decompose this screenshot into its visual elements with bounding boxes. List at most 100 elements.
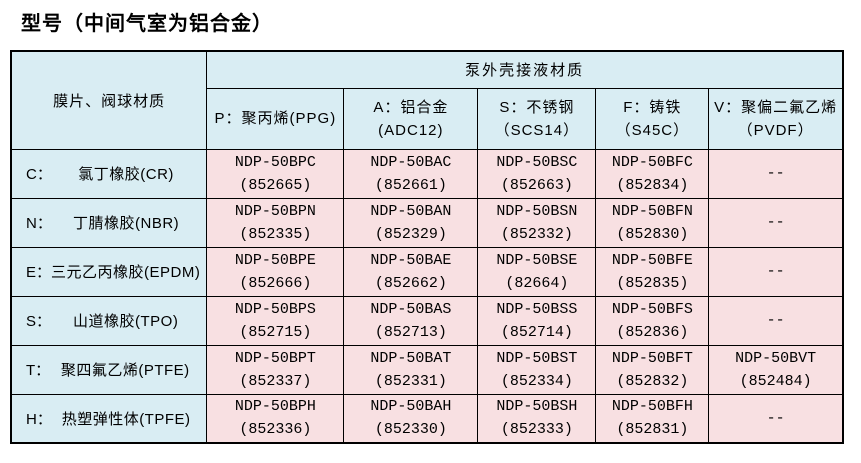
table-row-epdm: E： 三元乙丙橡胶(EPDM) NDP-50BPE (852666) NDP-5…	[10, 246, 844, 297]
model-number: NDP-50BSE	[496, 251, 578, 269]
part-code: (852662)	[374, 274, 447, 292]
part-code: (852665)	[239, 176, 312, 194]
model-cell: NDP-50BFT (852832)	[595, 344, 710, 395]
part-code: (852666)	[239, 274, 312, 292]
model-cell: NDP-50BPE (852666)	[206, 246, 345, 297]
model-cell-empty: --	[708, 197, 844, 248]
row-name: 丁腈橡胶(NBR)	[73, 215, 180, 232]
column-header-line2: （S45C）	[615, 121, 690, 139]
row-label-epdm: E： 三元乙丙橡胶(EPDM)	[10, 246, 208, 297]
part-code: (852336)	[239, 421, 312, 439]
column-header-line1: F：铸铁	[623, 98, 682, 116]
model-cell-empty: --	[708, 295, 844, 346]
column-header-line1: V：聚偏二氟乙烯	[714, 98, 838, 116]
row-code: H：	[26, 410, 52, 428]
row-code: C：	[26, 166, 52, 183]
model-number: NDP-50BSC	[496, 153, 578, 171]
empty-marker: --	[766, 263, 785, 280]
model-spec-table: 膜片、阀球材质 泵外壳接液材质 P：聚丙烯(PPG) A：铝合金 (ADC12)…	[10, 50, 844, 444]
part-code: (852663)	[500, 176, 573, 194]
row-code: E：	[26, 264, 52, 281]
model-number: NDP-50BPN	[234, 202, 316, 220]
corner-header-label: 膜片、阀球材质	[53, 92, 166, 110]
model-cell: NDP-50BPT (852337)	[206, 344, 345, 395]
model-number: NDP-50BST	[496, 349, 578, 367]
model-cell: NDP-50BPS (852715)	[206, 295, 345, 346]
model-number: NDP-50BAT	[370, 349, 452, 367]
part-code: (852835)	[616, 274, 689, 292]
model-number: NDP-50BAE	[370, 251, 452, 269]
model-cell-empty: --	[708, 246, 844, 297]
table-row-tpo: S： 山道橡胶(TPO) NDP-50BPS (852715) NDP-50BA…	[10, 295, 844, 346]
span-header-cell: 泵外壳接液材质	[206, 50, 844, 89]
model-cell: NDP-50BPH (852336)	[206, 393, 345, 444]
model-cell: NDP-50BST (852334)	[477, 344, 597, 395]
part-code: (852661)	[374, 176, 447, 194]
part-code: (852337)	[239, 372, 312, 390]
table-row-ptfe: T： 聚四氟乙烯(PTFE) NDP-50BPT (852337) NDP-50…	[10, 344, 844, 395]
model-cell: NDP-50BAT (852331)	[343, 344, 479, 395]
table-row-cr: C： 氯丁橡胶(CR) NDP-50BPC (852665) NDP-50BAC…	[10, 148, 844, 199]
page-title: 型号（中间气室为铝合金）	[21, 13, 273, 35]
part-code: (852836)	[616, 323, 689, 341]
part-code: (852715)	[239, 323, 312, 341]
row-label-tpo: S： 山道橡胶(TPO)	[10, 295, 208, 346]
row-name: 聚四氟乙烯(PTFE)	[60, 362, 190, 379]
column-header-adc12: A：铝合金 (ADC12)	[343, 87, 479, 150]
model-cell: NDP-50BFE (852835)	[595, 246, 710, 297]
model-number: NDP-50BAC	[370, 153, 452, 171]
model-cell: NDP-50BVT (852484)	[708, 344, 844, 395]
column-header-line1: P：聚丙烯(PPG)	[214, 110, 337, 127]
column-header-ppg: P：聚丙烯(PPG)	[206, 87, 345, 150]
model-number: NDP-50BVT	[735, 349, 817, 367]
part-code: (852334)	[500, 372, 573, 390]
column-header-line2: （SCS14）	[494, 121, 580, 139]
column-header-line2: （PVDF）	[737, 121, 814, 139]
row-name: 山道橡胶(TPO)	[73, 313, 179, 330]
model-cell: NDP-50BAE (852662)	[343, 246, 479, 297]
model-cell: NDP-50BFN (852830)	[595, 197, 710, 248]
row-name: 氯丁橡胶(CR)	[78, 166, 174, 183]
empty-marker: --	[766, 214, 785, 231]
model-number: NDP-50BFE	[611, 251, 693, 269]
model-cell: NDP-50BPC (852665)	[206, 148, 345, 199]
model-cell-empty: --	[708, 148, 844, 199]
model-cell: NDP-50BAS (852713)	[343, 295, 479, 346]
table-row-tpfe: H： 热塑弹性体(TPFE) NDP-50BPH (852336) NDP-50…	[10, 393, 844, 444]
part-code: (852329)	[374, 225, 447, 243]
model-number: NDP-50BAN	[370, 202, 452, 220]
model-number: NDP-50BAS	[370, 300, 452, 318]
empty-marker: --	[766, 165, 785, 182]
model-number: NDP-50BSS	[496, 300, 578, 318]
model-cell: NDP-50BFC (852834)	[595, 148, 710, 199]
part-code: (852713)	[374, 323, 447, 341]
model-cell: NDP-50BSN (852332)	[477, 197, 597, 248]
row-code: T：	[26, 362, 51, 379]
model-number: NDP-50BPT	[234, 349, 316, 367]
row-name: 三元乙丙橡胶(EPDM)	[51, 264, 201, 281]
part-code: (852834)	[616, 176, 689, 194]
column-header-pvdf: V：聚偏二氟乙烯 （PVDF）	[708, 87, 844, 150]
column-header-s45c: F：铸铁 （S45C）	[595, 87, 710, 150]
column-header-line2: (ADC12)	[378, 121, 444, 139]
model-number: NDP-50BPC	[234, 153, 316, 171]
header-row-columns: P：聚丙烯(PPG) A：铝合金 (ADC12) S：不锈钢 （SCS14） F…	[11, 87, 844, 150]
row-code: N：	[26, 215, 52, 232]
part-code: (852832)	[616, 372, 689, 390]
part-code: (852331)	[374, 372, 447, 390]
model-number: NDP-50BFC	[611, 153, 693, 171]
row-label-ptfe: T： 聚四氟乙烯(PTFE)	[10, 344, 208, 395]
model-cell: NDP-50BSH (852333)	[477, 393, 597, 444]
model-number: NDP-50BFT	[611, 349, 693, 367]
part-code: (82664)	[505, 274, 569, 292]
model-cell: NDP-50BFH (852831)	[595, 393, 710, 444]
part-code: (852333)	[500, 421, 573, 439]
part-code: (852330)	[374, 421, 447, 439]
header-row-span: 膜片、阀球材质 泵外壳接液材质	[10, 50, 844, 150]
table-row-nbr: N： 丁腈橡胶(NBR) NDP-50BPN (852335) NDP-50BA…	[10, 197, 844, 248]
span-header-label: 泵外壳接液材质	[465, 62, 585, 80]
row-code: S：	[26, 313, 52, 330]
model-cell-empty: --	[708, 393, 844, 444]
model-number: NDP-50BAH	[370, 398, 452, 416]
